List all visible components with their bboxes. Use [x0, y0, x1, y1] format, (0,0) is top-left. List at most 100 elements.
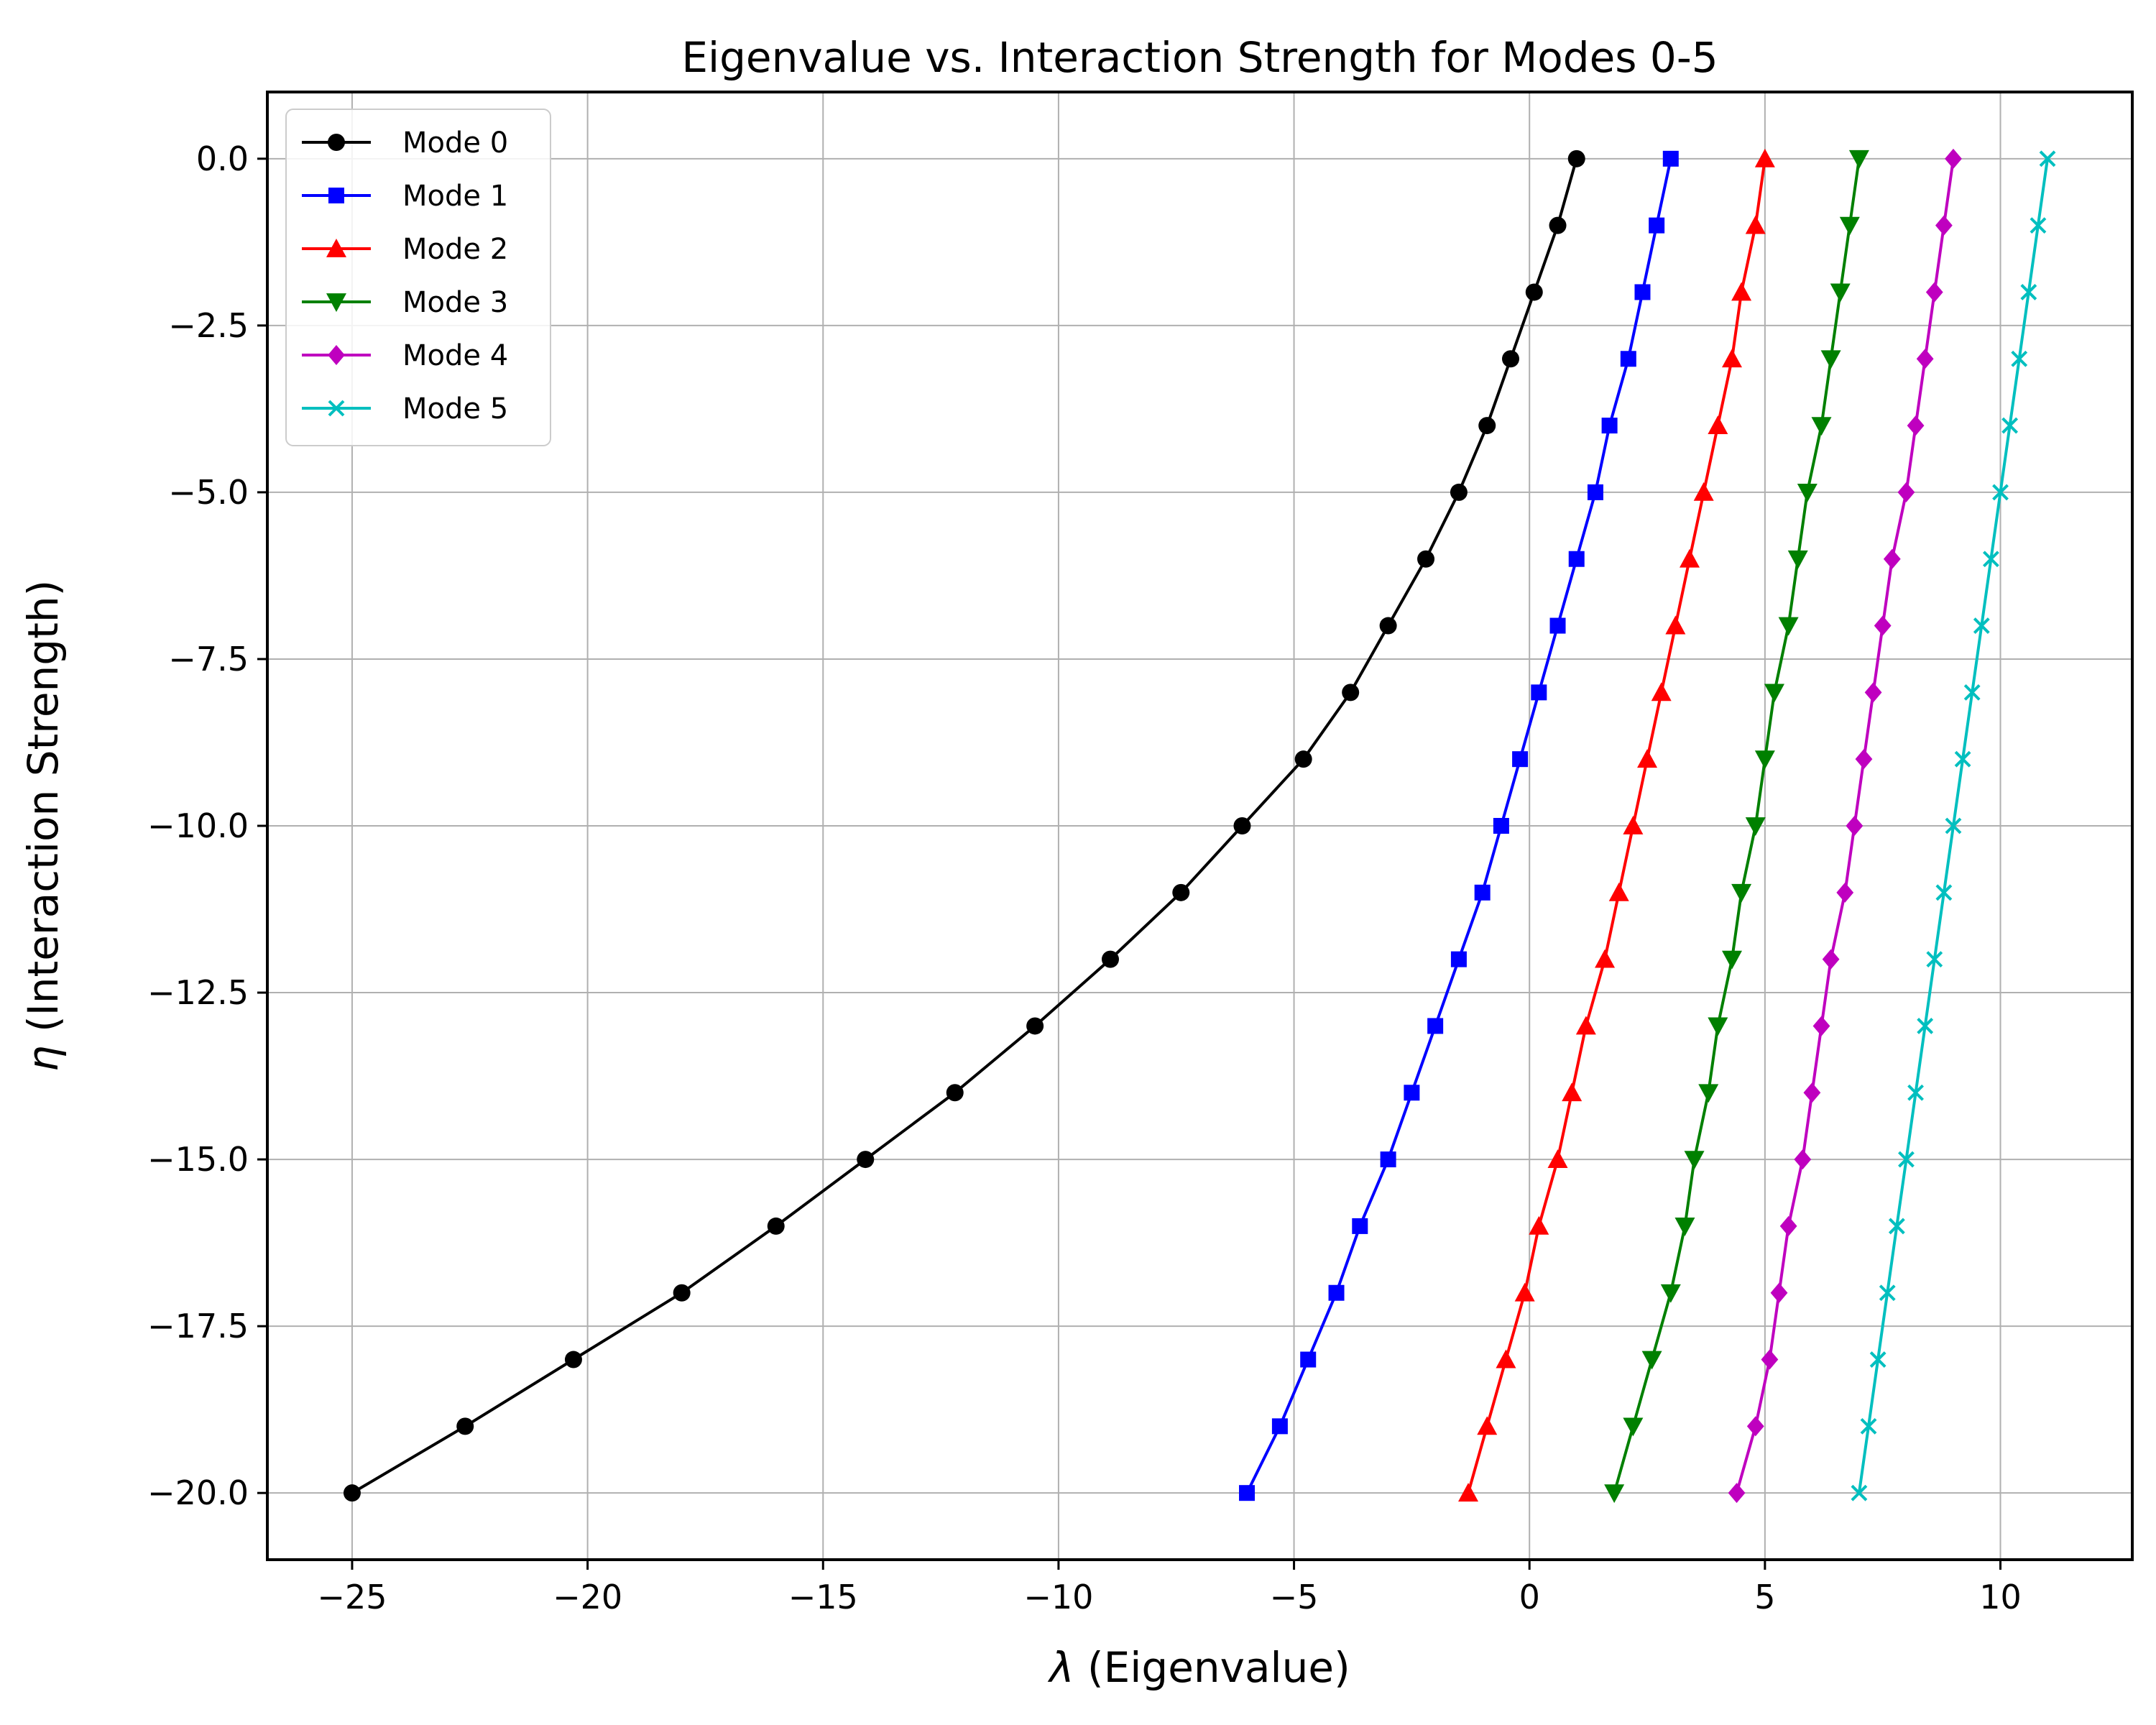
- data-point-marker: [1496, 1349, 1516, 1368]
- data-point-marker: [1992, 484, 2009, 501]
- data-point-marker: [1300, 1351, 1317, 1368]
- y-tick-label: −2.5: [168, 306, 249, 345]
- legend-item: Mode 4: [302, 339, 508, 372]
- data-point-marker: [1233, 817, 1251, 834]
- data-point-marker: [1595, 949, 1616, 968]
- data-point-marker: [328, 134, 345, 151]
- data-point-marker: [2001, 417, 2019, 434]
- data-point-marker: [1601, 418, 1618, 434]
- data-point-marker: [1721, 950, 1742, 970]
- data-point-marker: [1917, 1018, 1934, 1034]
- data-point-marker: [1869, 1351, 1886, 1368]
- data-point-marker: [1380, 1151, 1396, 1168]
- data-point-marker: [1608, 882, 1629, 901]
- data-point-marker: [1514, 1282, 1535, 1302]
- data-point-marker: [1945, 817, 1962, 834]
- series-3: [1604, 150, 1869, 1504]
- data-point-marker: [1575, 1016, 1596, 1035]
- data-point-marker: [1812, 1016, 1830, 1036]
- data-point-marker: [1502, 350, 1519, 368]
- data-point-marker: [2020, 284, 2037, 300]
- data-point-marker: [1417, 550, 1435, 568]
- series-layer: [343, 148, 2056, 1504]
- data-point-marker: [1604, 1484, 1625, 1504]
- data-point-marker: [1907, 415, 1925, 436]
- data-point-marker: [1567, 150, 1585, 167]
- data-point-marker: [946, 1084, 964, 1102]
- data-point-marker: [1680, 548, 1700, 568]
- x-tick-label: −20: [553, 1578, 622, 1616]
- data-point-marker: [1846, 816, 1864, 836]
- data-point-marker: [1458, 1483, 1479, 1502]
- y-tick-label: −15.0: [147, 1140, 249, 1179]
- data-point-marker: [1761, 1349, 1779, 1370]
- data-point-marker: [1745, 215, 1766, 234]
- data-point-marker: [1721, 349, 1742, 368]
- y-tick-label: −5.0: [168, 473, 249, 512]
- data-point-marker: [1474, 884, 1491, 901]
- data-point-marker: [328, 345, 345, 365]
- data-point-marker: [1674, 1218, 1695, 1236]
- legend-item: Mode 1: [302, 180, 508, 213]
- data-point-marker: [1708, 415, 1728, 434]
- data-point-marker: [1963, 684, 1981, 701]
- data-point-marker: [1879, 1284, 1896, 1302]
- data-point-marker: [1427, 1018, 1444, 1034]
- data-point-marker: [1342, 684, 1360, 702]
- data-point-marker: [1562, 1082, 1583, 1102]
- data-point-marker: [2011, 350, 2028, 367]
- data-point-marker: [1620, 351, 1636, 367]
- data-point-marker: [1797, 484, 1818, 502]
- data-point-marker: [1549, 617, 1566, 634]
- data-point-marker: [1172, 883, 1190, 901]
- legend-label: Mode 5: [402, 392, 508, 426]
- data-point-marker: [1568, 551, 1585, 567]
- data-point-marker: [1836, 882, 1854, 903]
- legend-box: [285, 109, 551, 446]
- data-point-marker: [1026, 1017, 1044, 1035]
- data-point-marker: [343, 1484, 361, 1502]
- data-point-marker: [1662, 150, 1679, 167]
- data-point-marker: [1770, 1282, 1788, 1303]
- data-point-marker: [1926, 951, 1943, 968]
- data-point-marker: [1660, 1284, 1681, 1303]
- data-point-marker: [1352, 1218, 1368, 1234]
- data-point-marker: [328, 400, 345, 417]
- data-point-marker: [1239, 1485, 1256, 1501]
- series-4: [1728, 148, 1962, 1504]
- y-axis-label-symbol: η: [19, 1045, 68, 1072]
- data-point-marker: [1634, 284, 1651, 300]
- data-point-marker: [1888, 1218, 1905, 1235]
- y-axis-label-text: (Interaction Strength): [19, 580, 68, 1046]
- data-point-marker: [1450, 483, 1468, 501]
- data-point-marker: [1907, 1084, 1924, 1101]
- data-point-marker: [326, 293, 346, 312]
- data-point-marker: [1764, 684, 1784, 703]
- data-point-marker: [1549, 216, 1567, 234]
- data-point-marker: [1803, 1082, 1821, 1103]
- chart-title: Eigenvalue vs. Interaction Strength for …: [681, 33, 1718, 82]
- series-2: [1458, 148, 1775, 1502]
- data-point-marker: [1787, 550, 1808, 569]
- ticks: −25 −20 −15 −10 −5 0 5 10 0.0 −2.5 −5.0 −7.5 −10.0 −1…: [147, 139, 2022, 1616]
- data-point-marker: [1101, 950, 1119, 968]
- data-point-marker: [1945, 148, 1962, 169]
- data-point-marker: [1822, 949, 1840, 970]
- data-point-marker: [1728, 1483, 1746, 1504]
- data-point-marker: [2030, 217, 2047, 234]
- data-point-marker: [1731, 883, 1752, 903]
- x-axis-label-symbol: λ: [1047, 1643, 1074, 1692]
- data-point-marker: [1935, 884, 1953, 901]
- data-point-marker: [1271, 1418, 1288, 1435]
- legend-item: Mode 3: [302, 286, 508, 319]
- data-point-marker: [1665, 615, 1686, 635]
- data-point-marker: [1379, 617, 1397, 635]
- data-point-marker: [328, 188, 344, 203]
- data-point-marker: [1830, 283, 1851, 303]
- data-point-marker: [1778, 617, 1799, 636]
- x-tick-label: 5: [1754, 1578, 1775, 1616]
- data-point-marker: [1623, 816, 1644, 834]
- x-axis-label-text: (Eigenvalue): [1074, 1643, 1350, 1692]
- legend-label: Mode 4: [402, 339, 508, 372]
